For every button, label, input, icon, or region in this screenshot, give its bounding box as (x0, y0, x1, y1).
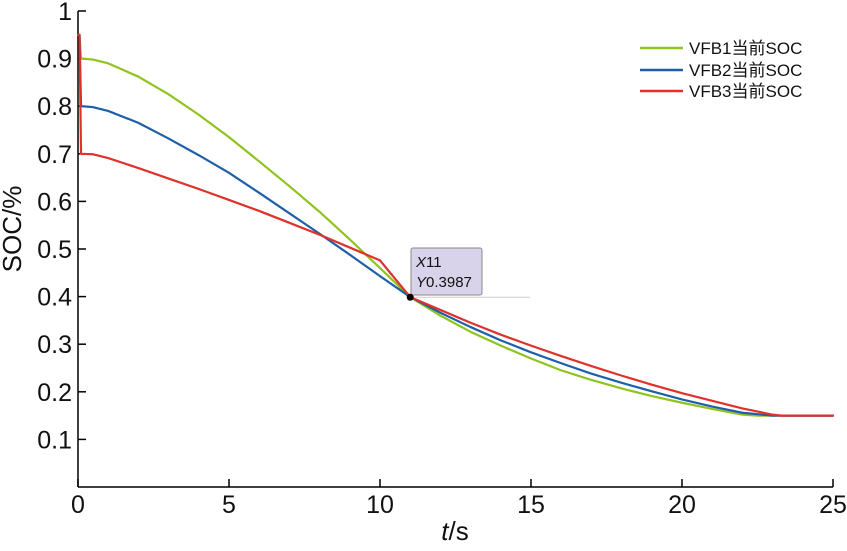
x-axis-label-unit: /s (449, 516, 469, 546)
legend-label-vfb1: VFB1当前SOC (689, 39, 802, 58)
y-axis-label: SOC/% (0, 186, 27, 273)
x-axis-label: t/s (441, 516, 468, 546)
x-tick-label: 25 (819, 491, 847, 519)
data-tip-y-label: Y (416, 274, 427, 291)
x-tick-label: 5 (222, 491, 236, 519)
y-tick-label: 0.5 (37, 236, 72, 264)
legend: VFB1当前SOC VFB2当前SOC VFB3当前SOC (640, 39, 802, 101)
data-tip-x-label: X (415, 254, 427, 271)
data-tip-y-value: 0.3987 (426, 274, 472, 291)
y-tick-label: 0.8 (37, 93, 72, 121)
y-tick-label: 0.4 (37, 284, 72, 312)
y-axis-ticks: 0.1 0.2 0.3 0.4 0.5 0.6 0.7 0.8 0.9 1 (37, 0, 86, 454)
x-tick-label: 0 (71, 491, 85, 519)
x-axis-ticks: 0 5 10 15 20 25 (71, 479, 847, 519)
y-tick-label: 0.1 (37, 426, 72, 454)
data-tip-box (410, 247, 483, 296)
legend-label-vfb2: VFB2当前SOC (689, 61, 802, 80)
y-tick-label: 0.6 (37, 188, 72, 216)
legend-label-vfb3: VFB3当前SOC (689, 82, 802, 101)
data-tip-marker[interactable] (406, 293, 414, 301)
x-tick-label: 10 (366, 491, 394, 519)
y-tick-label: 0.9 (37, 46, 72, 74)
x-tick-label: 15 (517, 491, 545, 519)
series-line-vfb1 (76, 33, 835, 417)
data-tip[interactable]: X11 Y0.3987 (406, 247, 531, 301)
data-tip-x-row: X11 (415, 254, 442, 271)
x-tick-label: 20 (668, 491, 696, 519)
y-tick-label: 1 (58, 0, 72, 26)
y-tick-label: 0.2 (37, 379, 72, 407)
x-axis-label-italic: t (441, 516, 450, 546)
data-tip-x-value: 11 (426, 254, 442, 271)
y-tick-label: 0.7 (37, 141, 72, 169)
y-tick-label: 0.3 (37, 331, 72, 359)
series-line-vfb2 (76, 33, 835, 417)
data-tip-y-row: Y0.3987 (416, 274, 472, 291)
